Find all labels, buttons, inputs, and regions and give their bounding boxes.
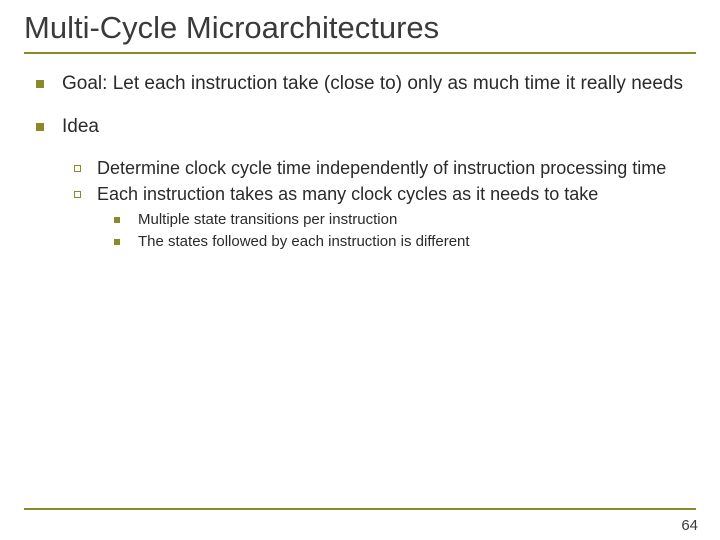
square-bullet-icon (114, 239, 120, 245)
level3-group: Multiple state transitions per instructi… (74, 210, 696, 253)
bullet-text: Determine clock cycle time independently… (97, 157, 666, 180)
hollow-square-bullet-icon (74, 165, 81, 172)
footer-underline (24, 508, 696, 510)
bullet-text: Idea (62, 115, 99, 140)
slide: Multi-Cycle Microarchitectures Goal: Let… (0, 0, 720, 540)
bullet-level1: Idea (36, 115, 696, 140)
hollow-square-bullet-icon (74, 191, 81, 198)
bullet-text: Each instruction takes as many clock cyc… (97, 183, 598, 206)
bullet-level3: Multiple state transitions per instructi… (114, 210, 696, 230)
level2-group: Determine clock cycle time independently… (36, 157, 696, 252)
bullet-text: The states followed by each instruction … (138, 232, 470, 252)
slide-content: Goal: Let each instruction take (close t… (24, 54, 696, 253)
bullet-level2: Each instruction takes as many clock cyc… (74, 183, 696, 206)
bullet-text: Goal: Let each instruction take (close t… (62, 72, 683, 97)
square-bullet-icon (114, 217, 120, 223)
bullet-level1: Goal: Let each instruction take (close t… (36, 72, 696, 97)
square-bullet-icon (36, 123, 44, 131)
page-number: 64 (681, 517, 698, 534)
slide-title: Multi-Cycle Microarchitectures (24, 10, 696, 50)
bullet-level2: Determine clock cycle time independently… (74, 157, 696, 180)
bullet-text: Multiple state transitions per instructi… (138, 210, 397, 230)
square-bullet-icon (36, 80, 44, 88)
bullet-level3: The states followed by each instruction … (114, 232, 696, 252)
